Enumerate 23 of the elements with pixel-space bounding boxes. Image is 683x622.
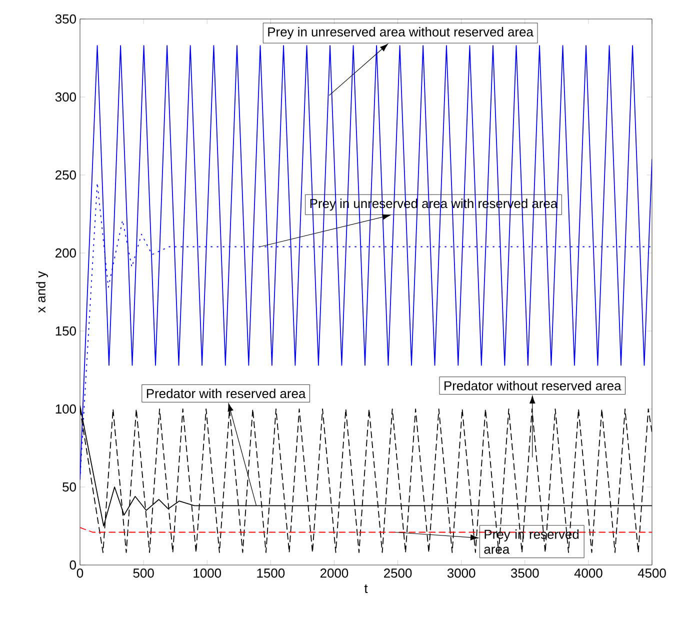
x-tick-label: 500	[133, 568, 154, 578]
y-tick-label: 50	[62, 482, 76, 492]
x-tick-label: 3000	[447, 568, 476, 578]
annotation: Predator with reserved area	[146, 388, 306, 398]
y-tick-label: 250	[56, 170, 76, 180]
y-tick-label: 0	[70, 560, 76, 570]
y-axis-title: x and y	[36, 271, 48, 313]
x-tick-label: 2000	[320, 568, 348, 578]
y-tick-label: 350	[55, 14, 76, 24]
x-tick-label: 0	[76, 568, 84, 578]
y-tick-label: 150	[56, 326, 76, 336]
x-tick-label: 3500	[510, 568, 539, 578]
x-tick-label: 1500	[257, 568, 285, 578]
x-tick-label: 2500	[384, 568, 412, 578]
y-tick-label: 100	[56, 404, 76, 414]
x-axis-title: t	[364, 584, 368, 593]
y-tick-label: 200	[56, 248, 76, 258]
annotation: Prey in unreserved area without reserved area	[268, 26, 534, 40]
x-tick-label: 1000	[194, 568, 222, 578]
x-tick-label: 4000	[574, 568, 602, 578]
y-tick-label: 300	[55, 92, 76, 102]
x-tick-label: 4500	[638, 568, 666, 578]
annotation: Predator without reserved area	[444, 380, 622, 390]
